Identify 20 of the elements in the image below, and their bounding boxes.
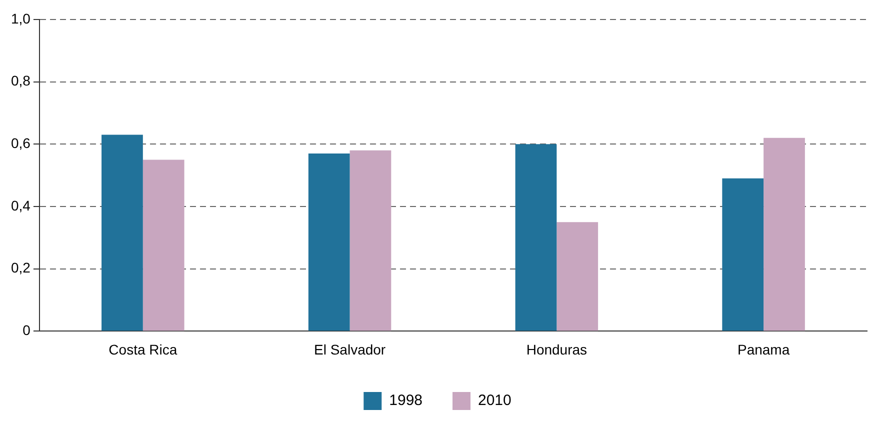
bar bbox=[722, 178, 764, 331]
x-tick-label: Costa Rica bbox=[108, 341, 178, 358]
x-tick-label: El Salvador bbox=[314, 341, 386, 358]
y-tick-label: 0,4 bbox=[10, 197, 31, 214]
bar bbox=[142, 160, 184, 331]
legend-label: 1998 bbox=[389, 392, 423, 410]
x-tick-label: Honduras bbox=[526, 341, 588, 358]
bar bbox=[350, 150, 392, 331]
bar bbox=[515, 144, 557, 331]
legend-label: 2010 bbox=[478, 392, 512, 410]
x-tick-label: Panama bbox=[737, 341, 790, 358]
y-tick-label: 0,6 bbox=[10, 134, 31, 151]
y-tick-label: 0 bbox=[22, 322, 31, 338]
y-tick-label: 0,8 bbox=[10, 72, 31, 89]
bar bbox=[764, 138, 805, 331]
y-tick-label: 0,2 bbox=[10, 260, 31, 276]
bar bbox=[102, 134, 143, 331]
bar bbox=[556, 222, 598, 331]
bar bbox=[308, 153, 350, 331]
y-tick-label: 1,0 bbox=[10, 10, 31, 26]
